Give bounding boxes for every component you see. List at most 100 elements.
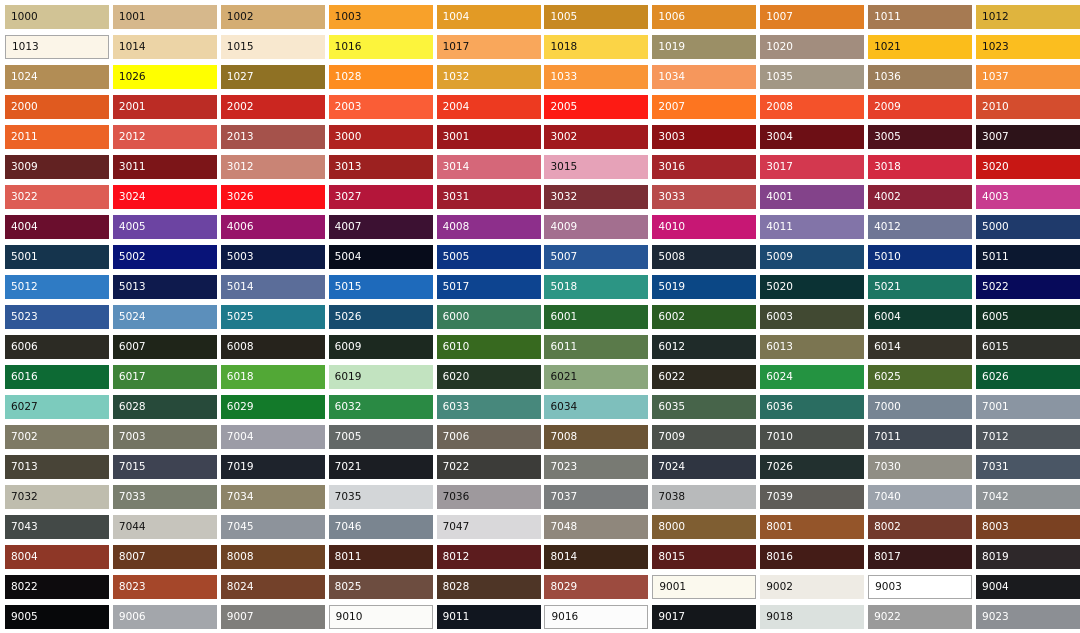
color-swatch-1028[interactable]: 1028 (328, 65, 433, 89)
color-swatch-7015[interactable]: 7015 (112, 455, 217, 479)
color-swatch-7048[interactable]: 7048 (544, 515, 649, 539)
color-swatch-1015[interactable]: 1015 (220, 35, 325, 59)
color-swatch-3012[interactable]: 3012 (220, 155, 325, 179)
color-swatch-6027[interactable]: 6027 (5, 395, 109, 419)
color-swatch-2003[interactable]: 2003 (328, 95, 433, 119)
color-swatch-7037[interactable]: 7037 (544, 485, 649, 509)
color-swatch-4008[interactable]: 4008 (436, 215, 541, 239)
color-swatch-8028[interactable]: 8028 (436, 575, 541, 599)
color-swatch-5014[interactable]: 5014 (220, 275, 325, 299)
color-swatch-6036[interactable]: 6036 (760, 395, 865, 419)
color-swatch-6006[interactable]: 6006 (5, 335, 109, 359)
color-swatch-8017[interactable]: 8017 (868, 545, 973, 569)
color-swatch-9011[interactable]: 9011 (436, 605, 541, 629)
color-swatch-5003[interactable]: 5003 (220, 245, 325, 269)
color-swatch-2009[interactable]: 2009 (868, 95, 973, 119)
color-swatch-7040[interactable]: 7040 (868, 485, 973, 509)
color-swatch-1033[interactable]: 1033 (544, 65, 649, 89)
color-swatch-3001[interactable]: 3001 (436, 125, 541, 149)
color-swatch-3014[interactable]: 3014 (436, 155, 541, 179)
color-swatch-4003[interactable]: 4003 (976, 185, 1080, 209)
color-swatch-7010[interactable]: 7010 (760, 425, 865, 449)
color-swatch-1024[interactable]: 1024 (5, 65, 109, 89)
color-swatch-3031[interactable]: 3031 (436, 185, 541, 209)
color-swatch-1005[interactable]: 1005 (544, 5, 649, 29)
color-swatch-5015[interactable]: 5015 (328, 275, 433, 299)
color-swatch-2012[interactable]: 2012 (112, 125, 217, 149)
color-swatch-7021[interactable]: 7021 (328, 455, 433, 479)
color-swatch-5019[interactable]: 5019 (652, 275, 757, 299)
color-swatch-6020[interactable]: 6020 (436, 365, 541, 389)
color-swatch-1032[interactable]: 1032 (436, 65, 541, 89)
color-swatch-1000[interactable]: 1000 (5, 5, 109, 29)
color-swatch-9016[interactable]: 9016 (544, 605, 649, 629)
color-swatch-8024[interactable]: 8024 (220, 575, 325, 599)
color-swatch-3033[interactable]: 3033 (652, 185, 757, 209)
color-swatch-4010[interactable]: 4010 (652, 215, 757, 239)
color-swatch-8011[interactable]: 8011 (328, 545, 433, 569)
color-swatch-1006[interactable]: 1006 (652, 5, 757, 29)
color-swatch-5000[interactable]: 5000 (976, 215, 1080, 239)
color-swatch-5017[interactable]: 5017 (436, 275, 541, 299)
color-swatch-6035[interactable]: 6035 (652, 395, 757, 419)
color-swatch-5010[interactable]: 5010 (868, 245, 973, 269)
color-swatch-5025[interactable]: 5025 (220, 305, 325, 329)
color-swatch-6003[interactable]: 6003 (760, 305, 865, 329)
color-swatch-6018[interactable]: 6018 (220, 365, 325, 389)
color-swatch-2013[interactable]: 2013 (220, 125, 325, 149)
color-swatch-3002[interactable]: 3002 (544, 125, 649, 149)
color-swatch-7045[interactable]: 7045 (220, 515, 325, 539)
color-swatch-5007[interactable]: 5007 (544, 245, 649, 269)
color-swatch-1002[interactable]: 1002 (220, 5, 325, 29)
color-swatch-6005[interactable]: 6005 (976, 305, 1080, 329)
color-swatch-3020[interactable]: 3020 (976, 155, 1080, 179)
color-swatch-5002[interactable]: 5002 (112, 245, 217, 269)
color-swatch-9010[interactable]: 9010 (328, 605, 433, 629)
color-swatch-4005[interactable]: 4005 (112, 215, 217, 239)
color-swatch-8007[interactable]: 8007 (112, 545, 217, 569)
color-swatch-6015[interactable]: 6015 (976, 335, 1080, 359)
color-swatch-6011[interactable]: 6011 (544, 335, 649, 359)
color-swatch-7032[interactable]: 7032 (5, 485, 109, 509)
color-swatch-1036[interactable]: 1036 (868, 65, 973, 89)
color-swatch-5001[interactable]: 5001 (5, 245, 109, 269)
color-swatch-8008[interactable]: 8008 (220, 545, 325, 569)
color-swatch-6008[interactable]: 6008 (220, 335, 325, 359)
color-swatch-7043[interactable]: 7043 (5, 515, 109, 539)
color-swatch-9002[interactable]: 9002 (760, 575, 865, 599)
color-swatch-9007[interactable]: 9007 (220, 605, 325, 629)
color-swatch-1003[interactable]: 1003 (328, 5, 433, 29)
color-swatch-8015[interactable]: 8015 (652, 545, 757, 569)
color-swatch-1013[interactable]: 1013 (5, 35, 109, 59)
color-swatch-7002[interactable]: 7002 (5, 425, 109, 449)
color-swatch-9017[interactable]: 9017 (652, 605, 757, 629)
color-swatch-1012[interactable]: 1012 (976, 5, 1080, 29)
color-swatch-5022[interactable]: 5022 (976, 275, 1080, 299)
color-swatch-6004[interactable]: 6004 (868, 305, 973, 329)
color-swatch-5009[interactable]: 5009 (760, 245, 865, 269)
color-swatch-7011[interactable]: 7011 (868, 425, 973, 449)
color-swatch-6028[interactable]: 6028 (112, 395, 217, 419)
color-swatch-1037[interactable]: 1037 (976, 65, 1080, 89)
color-swatch-6034[interactable]: 6034 (544, 395, 649, 419)
color-swatch-3011[interactable]: 3011 (112, 155, 217, 179)
color-swatch-9018[interactable]: 9018 (760, 605, 865, 629)
color-swatch-7022[interactable]: 7022 (436, 455, 541, 479)
color-swatch-4004[interactable]: 4004 (5, 215, 109, 239)
color-swatch-1023[interactable]: 1023 (976, 35, 1080, 59)
color-swatch-3005[interactable]: 3005 (868, 125, 973, 149)
color-swatch-3017[interactable]: 3017 (760, 155, 865, 179)
color-swatch-7026[interactable]: 7026 (760, 455, 865, 479)
color-swatch-7044[interactable]: 7044 (112, 515, 217, 539)
color-swatch-6016[interactable]: 6016 (5, 365, 109, 389)
color-swatch-6007[interactable]: 6007 (112, 335, 217, 359)
color-swatch-2005[interactable]: 2005 (544, 95, 649, 119)
color-swatch-5004[interactable]: 5004 (328, 245, 433, 269)
color-swatch-1011[interactable]: 1011 (868, 5, 973, 29)
color-swatch-1035[interactable]: 1035 (760, 65, 865, 89)
color-swatch-3016[interactable]: 3016 (652, 155, 757, 179)
color-swatch-7039[interactable]: 7039 (760, 485, 865, 509)
color-swatch-9004[interactable]: 9004 (976, 575, 1080, 599)
color-swatch-7038[interactable]: 7038 (652, 485, 757, 509)
color-swatch-2011[interactable]: 2011 (5, 125, 109, 149)
